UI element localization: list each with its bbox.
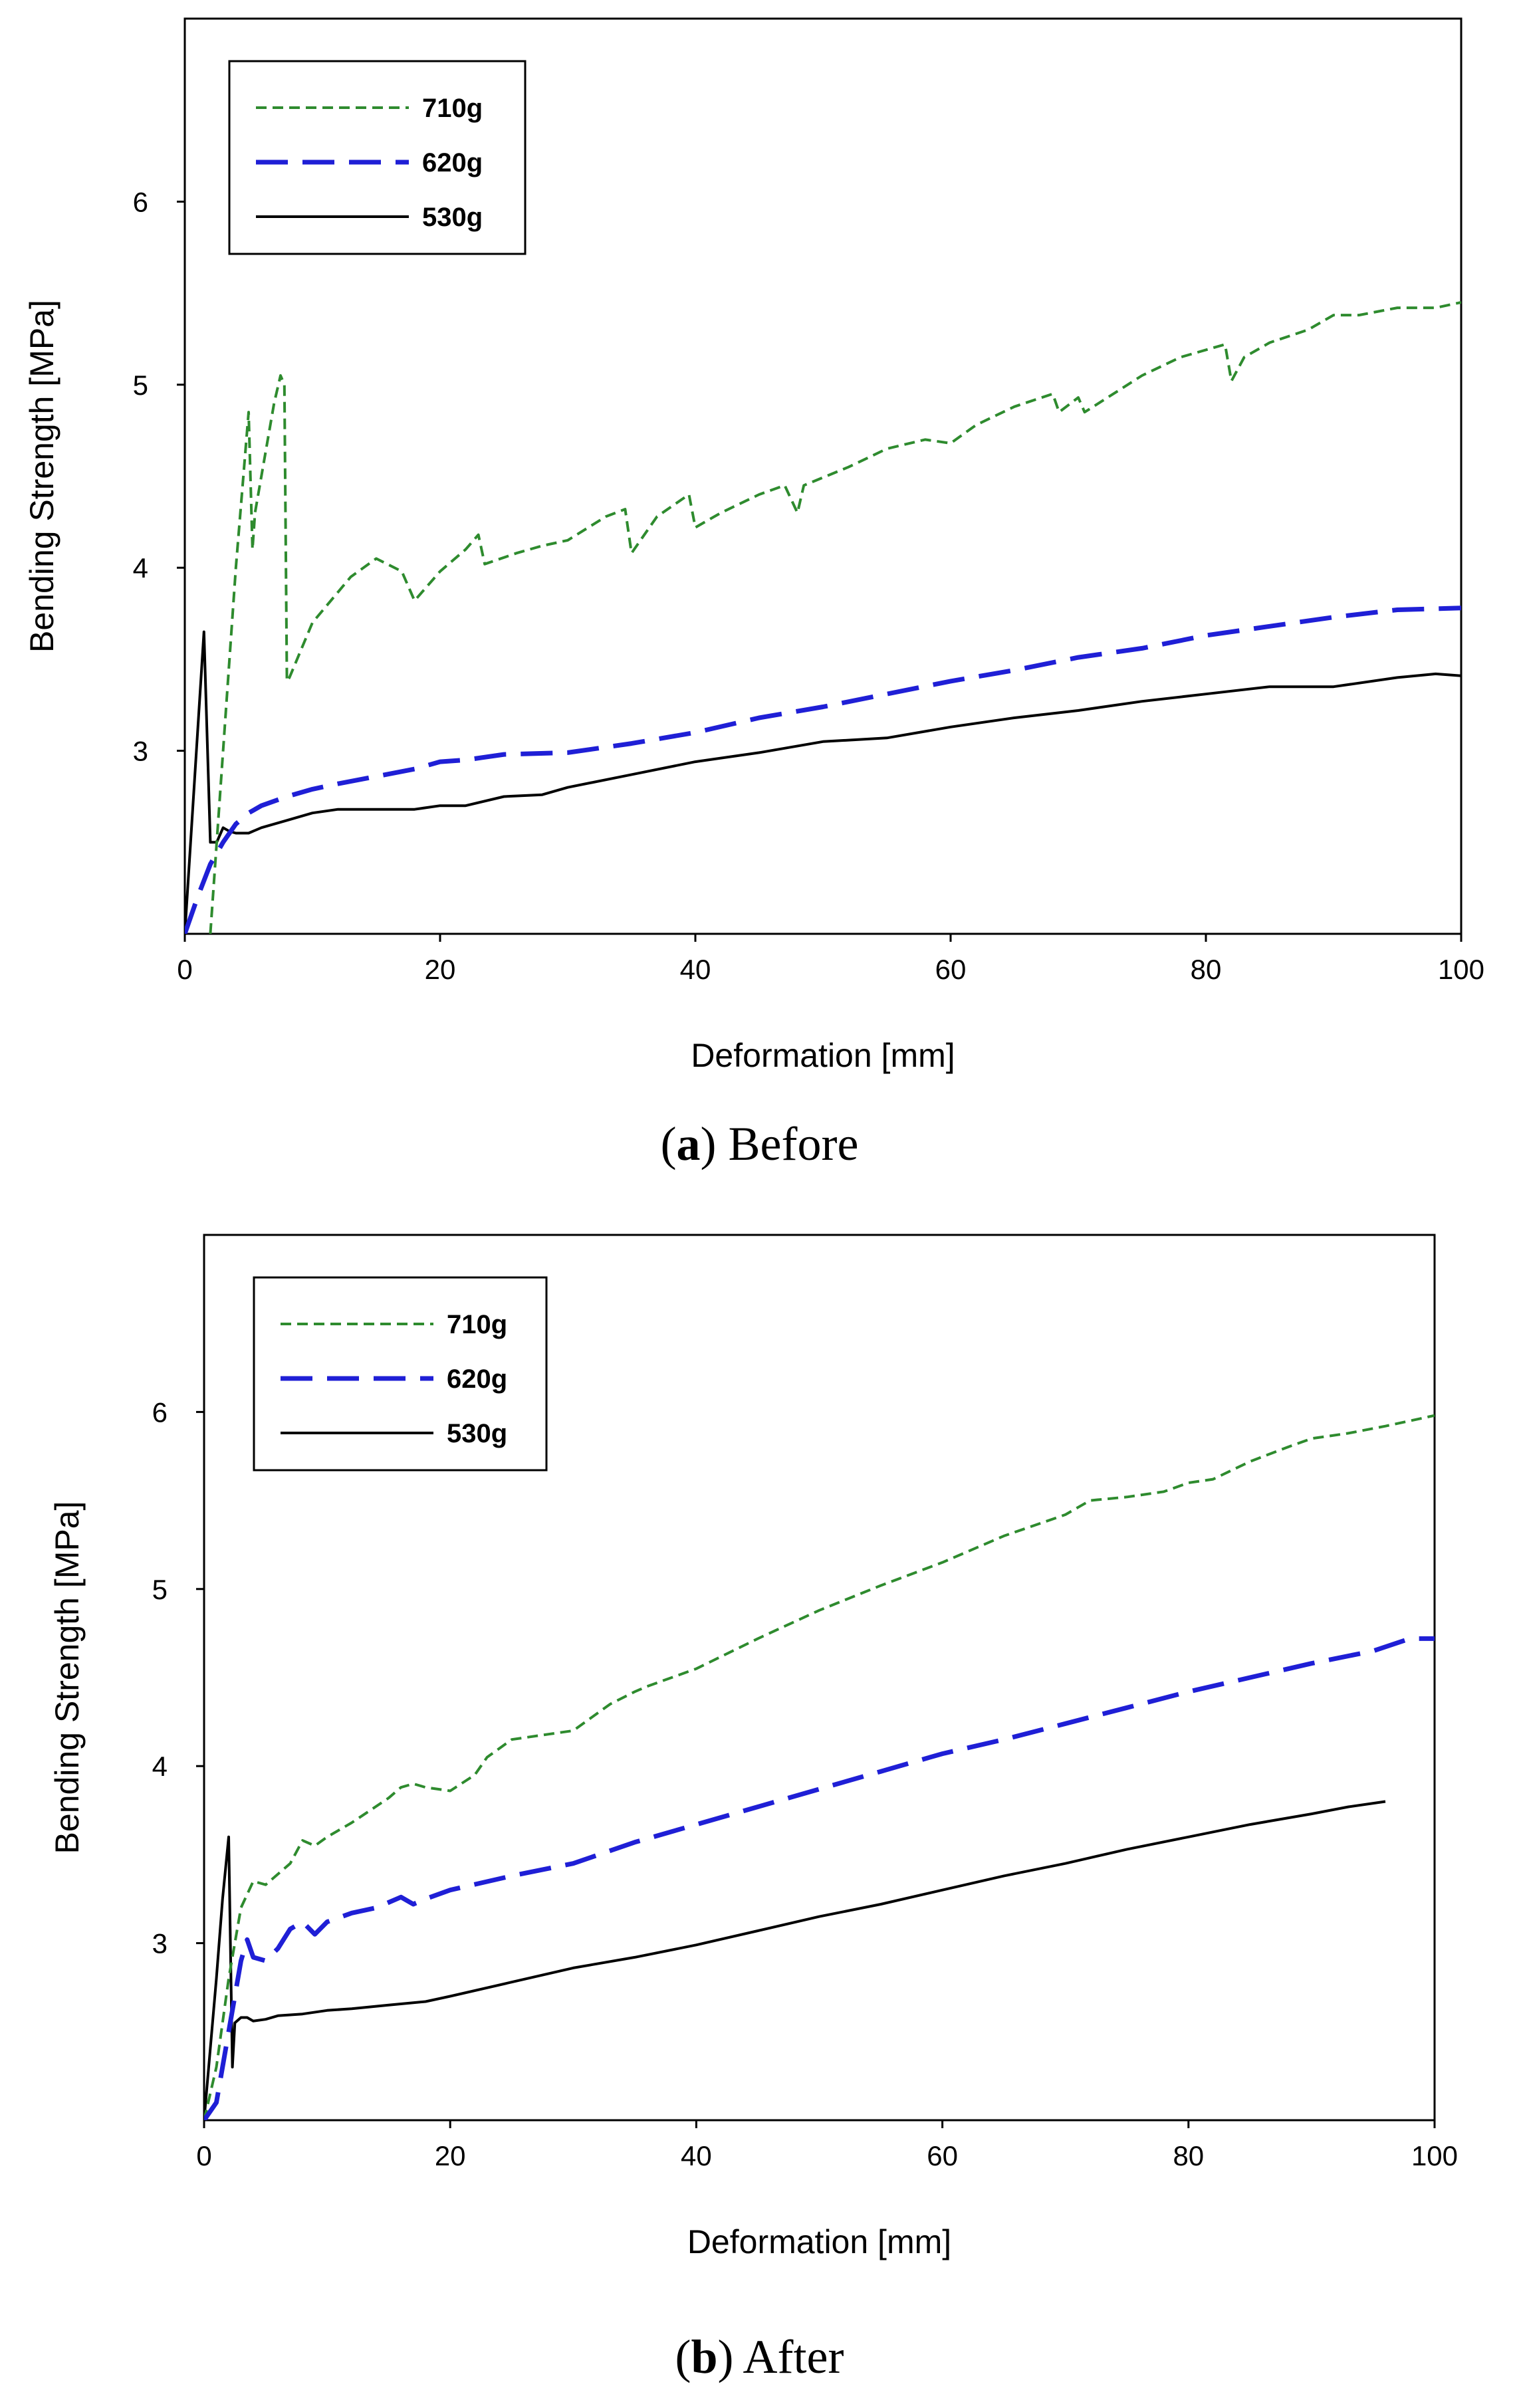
legend-label-530g: 530g: [422, 203, 483, 232]
legend-box: [228, 60, 526, 255]
chart-panel-before: 0 20 40 60 80 100 3 4 5 6 Deformation [mm] Bending …: [0, 0, 1519, 1190]
y-tick-label: 5: [152, 1574, 168, 1605]
y-tick-label: 6: [133, 186, 148, 217]
x-tick-label: 40: [681, 2140, 712, 2171]
x-tick-label: 100: [1411, 2140, 1458, 2171]
x-axis-label: Deformation [mm]: [687, 2223, 951, 2260]
x-tick-label: 100: [1438, 954, 1484, 985]
x-tick-label: 60: [935, 954, 967, 985]
x-tick-label: 80: [1191, 954, 1222, 985]
x-tick-label: 0: [196, 2140, 211, 2171]
chart-panel-after: 0 20 40 60 80 100 3 4 5 6 Deformation [mm] Bending …: [0, 1216, 1519, 2408]
series-line-530g: [204, 1800, 1386, 2120]
y-tick-label: 4: [152, 1751, 168, 1782]
plot-frame: [203, 1234, 1436, 2122]
series-line-530g: [185, 630, 1461, 934]
chart-before-svg: 0 20 40 60 80 100 3 4 5 6 Deformation [mm] Bending …: [23, 17, 1484, 1074]
series-line-710g: [204, 1414, 1435, 2120]
legend-label-620g: 620g: [447, 1365, 507, 1394]
x-tick-label: 20: [425, 954, 456, 985]
caption-after-letter: b: [691, 2330, 718, 2383]
x-tick-label: 60: [927, 2140, 958, 2171]
caption-before: (a) Before: [660, 1117, 859, 1170]
y-tick-label: 4: [133, 552, 148, 584]
legend-box: [253, 1276, 548, 1472]
legend-label-710g: 710g: [447, 1310, 507, 1339]
x-axis-label: Deformation [mm]: [691, 1037, 955, 1074]
caption-after: (b) After: [675, 2330, 844, 2383]
legend-label-530g: 530g: [447, 1419, 507, 1448]
series-line-620g: [185, 605, 1461, 934]
x-tick-label: 0: [177, 954, 192, 985]
y-tick-label: 5: [133, 370, 148, 401]
caption-after-text: After: [733, 2330, 844, 2383]
x-tick-label: 40: [680, 954, 711, 985]
y-axis-label: Bending Strength [MPa]: [23, 300, 60, 653]
y-tick-label: 3: [152, 1928, 168, 1959]
legend-label-620g: 620g: [422, 148, 483, 177]
series-line-620g: [204, 1636, 1435, 2120]
y-tick-label: 6: [152, 1396, 168, 1428]
y-axis-label: Bending Strength [MPa]: [49, 1501, 86, 1854]
legend-label-710g: 710g: [422, 94, 483, 123]
x-tick-label: 20: [435, 2140, 466, 2171]
x-tick-label: 80: [1173, 2140, 1204, 2171]
y-tick-label: 3: [133, 736, 148, 767]
caption-before-letter: a: [676, 1117, 701, 1170]
plot-frame: [183, 17, 1462, 935]
series-line-710g: [209, 300, 1461, 934]
chart-after-svg: 0 20 40 60 80 100 3 4 5 6 Deformation [mm] Bending …: [49, 1234, 1458, 2260]
caption-before-text: Before: [716, 1117, 859, 1170]
